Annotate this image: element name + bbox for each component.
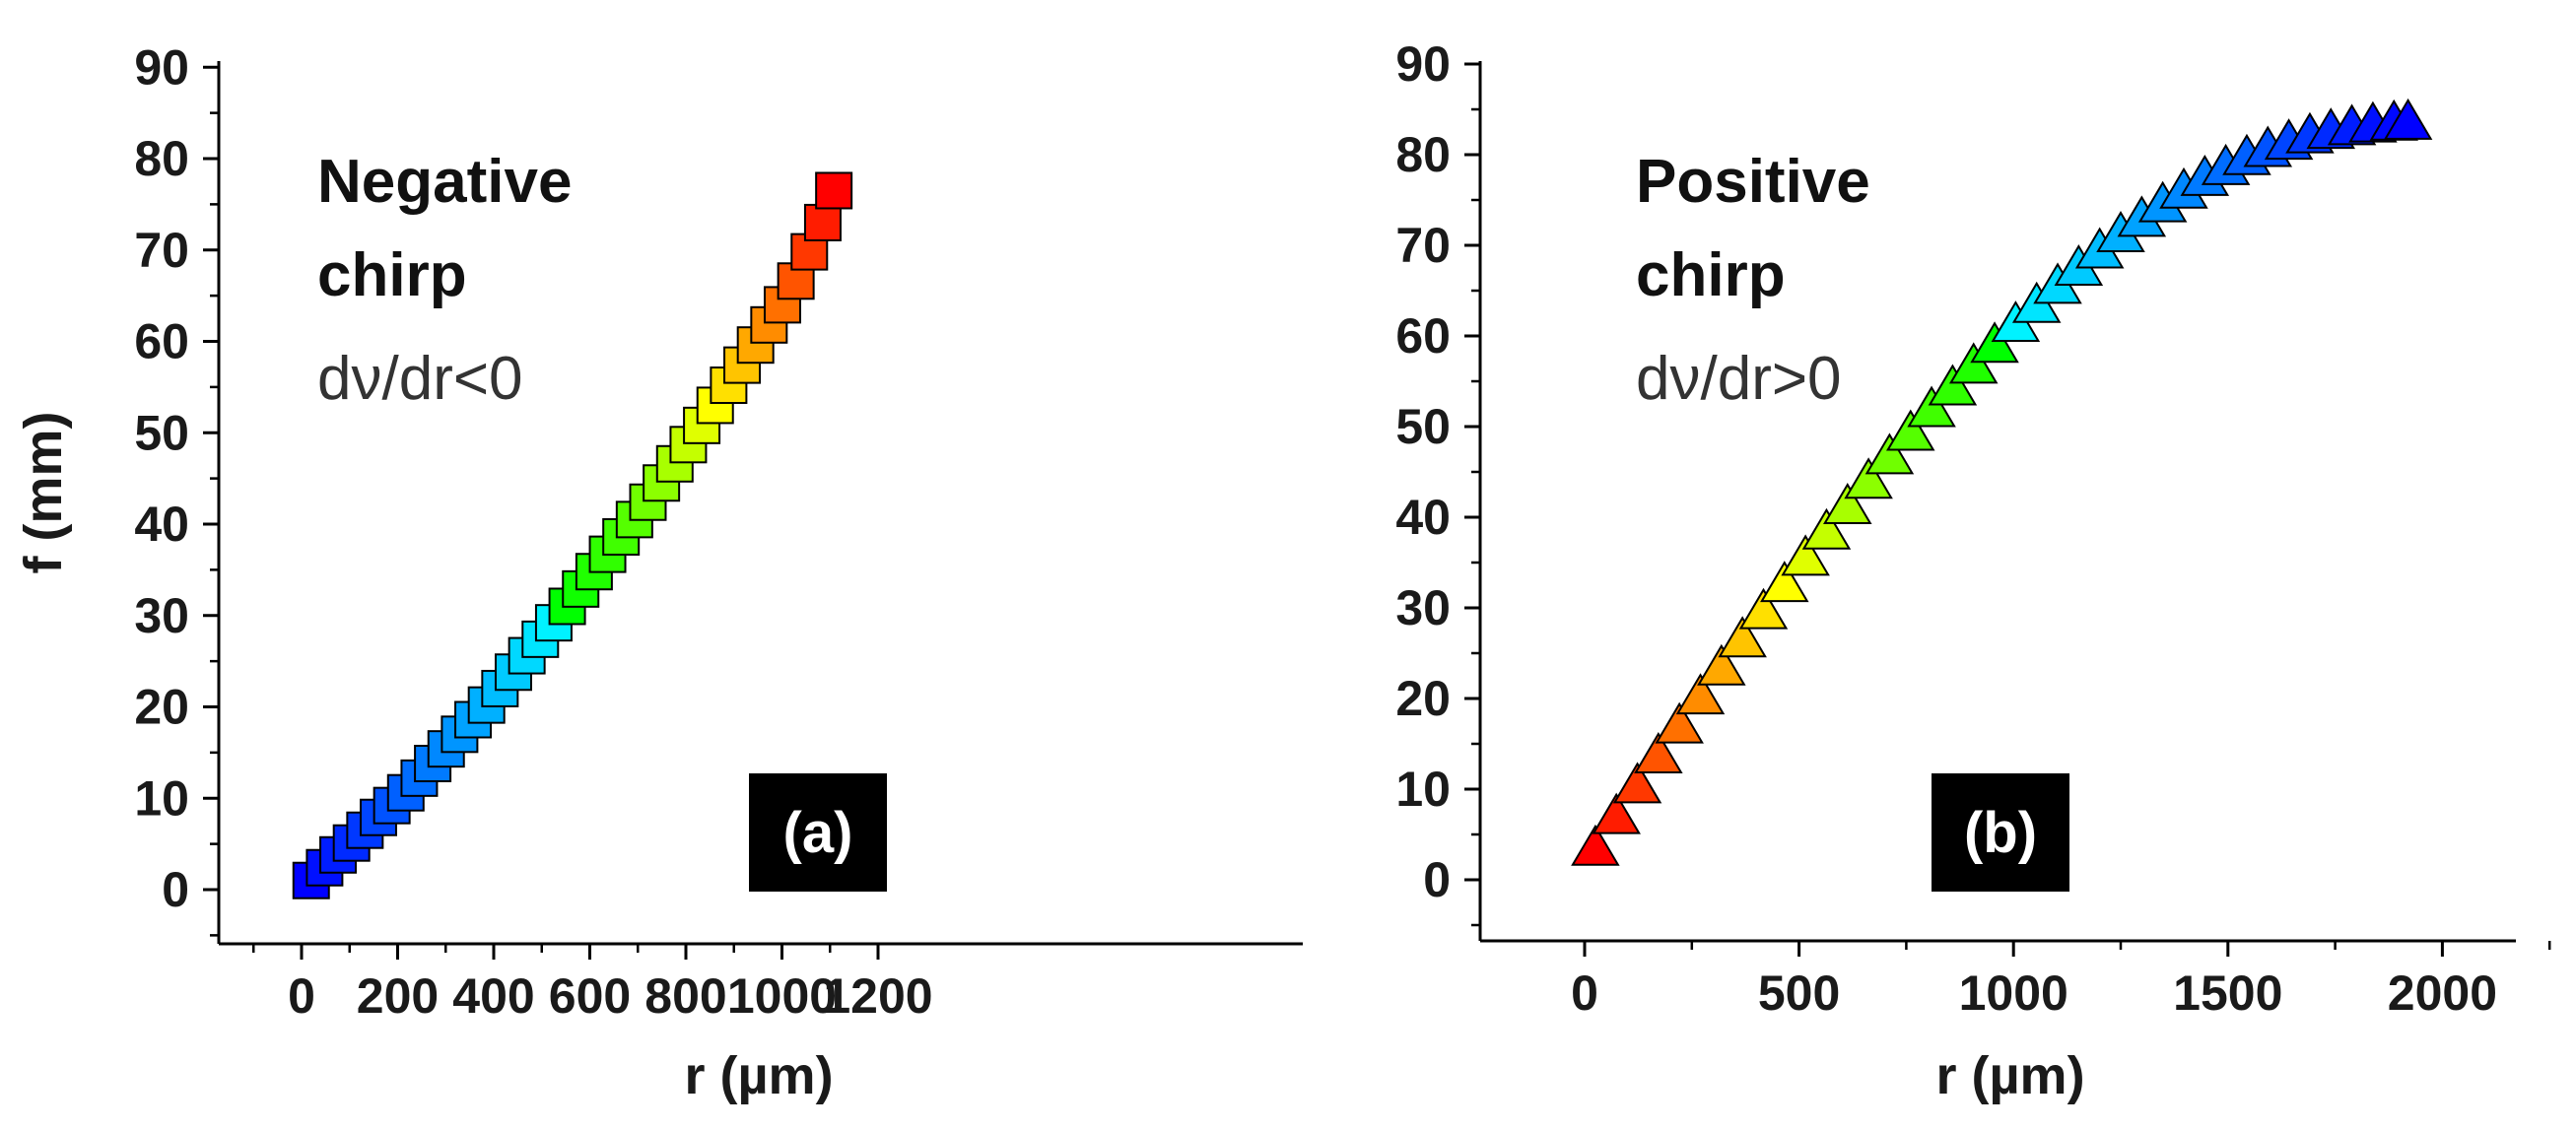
panel-b-x-axis-title: r (µm) [1935,1046,2084,1105]
panel-b-data-point [1760,561,1809,603]
panel-a-y-tick-label: 30 [134,588,189,643]
panel-b-data-point [1718,616,1767,658]
panel-b-data-point [1655,701,1704,744]
panel-a-chart: 0 10 20 30 40 50 60 70 80 90 0 200 400 600 800 10001200… [14,39,1303,1105]
panel-a-annotation-line3: dν/dr<0 [317,345,523,413]
panel-b-y-tick-label: 40 [1395,490,1451,545]
panel-b-data-point [1907,385,1956,428]
panel-b-x-tick-label: 2000 [2388,965,2497,1021]
panel-a-data-point [803,203,842,241]
panel-a-label-box [749,773,887,892]
panel-b-data-point [1697,643,1746,686]
panel-a-data-points [292,171,853,899]
panel-b-y-tick-label: 0 [1423,852,1451,907]
panel-a-y-axis-title: f (mm) [14,412,73,574]
panel-b-x-tick-label: 1500 [2173,965,2282,1021]
panel-a-y-tick-label: 90 [134,39,189,95]
panel-a-y-tick-label: 0 [162,862,189,917]
panel-a-annotation-line2: chirp [317,241,467,309]
panel-a-y-tick-label: 20 [134,680,189,735]
panel-b-y-tick-label: 70 [1395,218,1451,273]
panel-a-y-tick-label: 40 [134,497,189,552]
panel-a-data-point [815,171,853,210]
panel-b-x-tick-label: 0 [1571,965,1598,1021]
panel-a-x-tick-label: 1200 [823,968,932,1024]
panel-b-chart: 0 10 20 30 40 50 60 70 80 90 0 500 1000 1500 2000 Posi… [1395,36,2551,1105]
panel-a-y-tick-label: 80 [134,131,189,186]
panel-b-data-point [1823,482,1872,524]
panel-b-y-tick-label: 20 [1395,671,1451,726]
panel-b-data-points [1571,98,2433,866]
panel-b-y-tick-label: 90 [1395,36,1451,92]
panel-b-data-point [1864,432,1915,475]
panel-a-x-tick-label: 800 [644,968,726,1024]
panel-b-data-point [1571,824,1620,866]
panel-b-label-box [1932,773,2069,892]
panel-b-y-tick-label: 60 [1395,308,1451,364]
panel-b-data-point [1738,587,1789,630]
panel-b-data-point [1948,342,1999,384]
panel-a-y-tick-label: 10 [134,770,189,826]
panel-a-x-axis-title: r (µm) [684,1046,833,1105]
panel-a-x-tick-label: 400 [452,968,534,1024]
panel-b-data-point [1844,457,1893,499]
panel-b-y-tick-label: 30 [1395,580,1451,635]
panel-a-x-tick-label: 600 [549,968,631,1024]
panel-b-data-point [1886,409,1935,451]
panel-b-data-point [1675,673,1726,715]
panel-a-y-tick-label: 50 [134,405,189,460]
panel-b-y-tick-label: 50 [1395,399,1451,454]
panel-b-tick-labels: 0 10 20 30 40 50 60 70 80 90 0 500 1000 1500 2000 [1395,36,2497,1021]
panel-b-label: (b) [1964,801,2037,865]
panel-b-data-point [2383,98,2433,140]
panel-a-y-tick-label: 60 [134,314,189,369]
panel-a-y-tick-label: 70 [134,223,189,278]
panel-b-x-tick-label: 500 [1758,965,1840,1021]
panel-b-y-tick-label: 10 [1395,762,1451,817]
panel-a-x-tick-label: 0 [288,968,315,1024]
panel-a-label: (a) [783,801,853,865]
panel-b-x-tick-label: 1000 [1959,965,2068,1021]
panel-b-annotation-line3: dν/dr>0 [1636,345,1842,413]
panel-b-annotation-line1: Positive [1636,148,1870,216]
panel-b-data-point [1970,321,2019,364]
panel-b-data-point [1781,534,1830,576]
panel-b-data-point [1634,731,1683,773]
panel-b-ticks [1464,62,2551,957]
panel-b-data-point [1928,364,1978,406]
panel-b-data-point [1612,762,1662,804]
panel-b-annotation-line2: chirp [1636,241,1786,309]
panel-b-data-point [1801,507,1852,550]
panel-a-x-tick-label: 200 [357,968,439,1024]
panel-b-data-point [1592,792,1641,834]
panel-a-annotation-line1: Negative [317,148,572,216]
panel-b-y-tick-label: 80 [1395,127,1451,182]
panel-a-x-tick-label: 1000 [727,968,837,1024]
